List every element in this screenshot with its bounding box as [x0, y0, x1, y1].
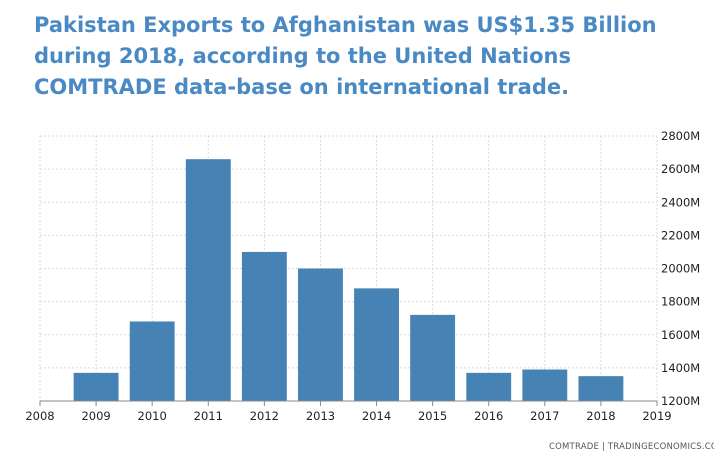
x-tick-label: 2017: [530, 409, 559, 423]
x-tick-label: 2008: [25, 409, 54, 423]
bar-2014: [354, 288, 399, 401]
y-tick-label: 1400M: [661, 361, 700, 375]
y-tick-label: 2200M: [661, 228, 700, 242]
y-tick-label: 1200M: [661, 394, 700, 408]
x-tick-label: 2019: [642, 409, 671, 423]
bar-2013: [298, 268, 343, 401]
source-label: COMTRADE | TRADINGECONOMICS.COM: [549, 442, 714, 452]
chart-title: Pakistan Exports to Afghanistan was US$1…: [34, 13, 657, 99]
x-tick-label: 2016: [474, 409, 503, 423]
x-tick-label: 2018: [586, 409, 615, 423]
bar-2010: [129, 321, 175, 401]
bar-2009: [73, 372, 119, 401]
x-tick-label: 2011: [194, 409, 223, 423]
x-tick-label: 2013: [306, 409, 335, 423]
y-tick-label: 2000M: [661, 262, 700, 276]
x-tick-label: 2015: [418, 409, 447, 423]
x-axis: 2008 2009 2010 2011 2012 2013 2014 2015 2016 2017…: [25, 400, 672, 423]
x-tick-label: 2009: [81, 409, 110, 423]
y-tick-label: 1800M: [661, 295, 700, 309]
y-tick-label: 1600M: [661, 328, 700, 342]
y-axis: 1200M 1400M 1600M 1800M 2000M 2200M 2400M 2600M…: [661, 129, 700, 408]
bar-2018: [578, 376, 624, 401]
y-tick-label: 2400M: [661, 195, 700, 209]
bars: [73, 159, 624, 401]
x-tick-label: 2012: [250, 409, 279, 423]
bar-2017: [522, 369, 568, 401]
bar-2015: [410, 314, 456, 401]
y-tick-label: 2600M: [661, 162, 700, 176]
x-tick-label: 2010: [138, 409, 167, 423]
bar-2012: [241, 251, 287, 401]
y-tick-label: 2800M: [661, 129, 700, 143]
x-tick-label: 2014: [362, 409, 391, 423]
bar-2011: [185, 159, 231, 401]
bar-2016: [466, 372, 512, 401]
